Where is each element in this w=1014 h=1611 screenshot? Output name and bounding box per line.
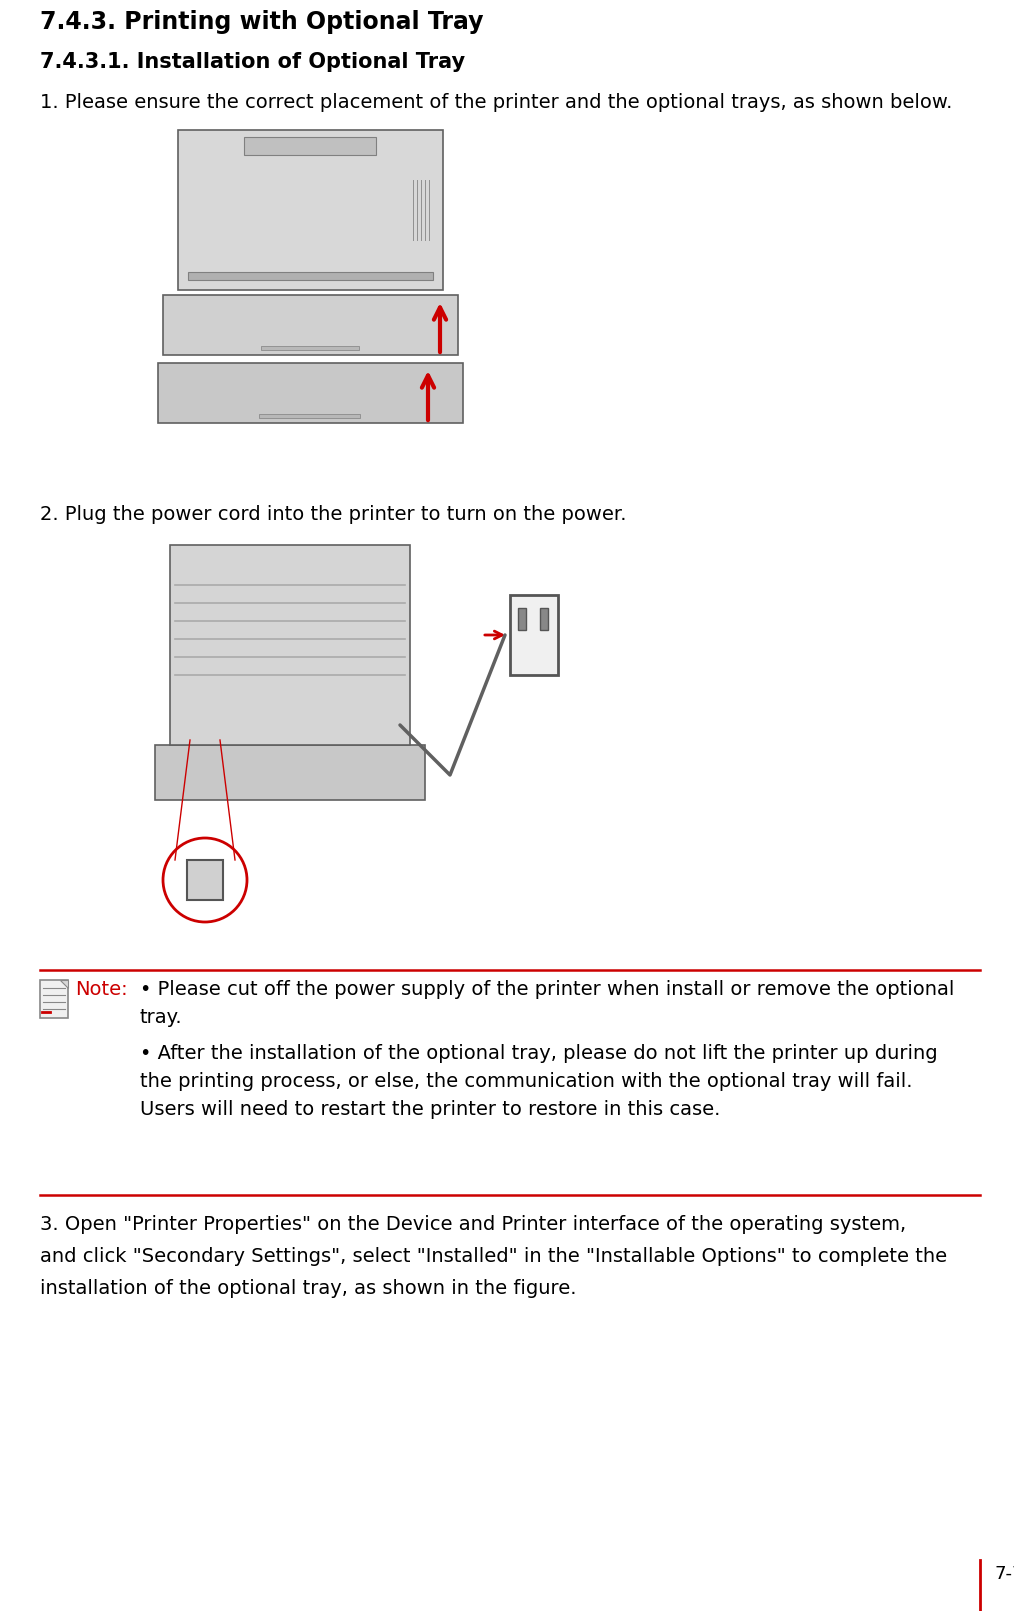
- Text: • Please cut off the power supply of the printer when install or remove the opti: • Please cut off the power supply of the…: [140, 979, 954, 999]
- Bar: [178, 130, 443, 290]
- Bar: [40, 979, 68, 1018]
- Bar: [188, 272, 433, 280]
- Bar: [170, 545, 410, 744]
- Text: • After the installation of the optional tray, please do not lift the printer up: • After the installation of the optional…: [140, 1044, 938, 1063]
- Bar: [259, 414, 360, 417]
- Bar: [510, 594, 558, 675]
- Bar: [187, 860, 223, 901]
- Text: Note:: Note:: [75, 979, 128, 999]
- Bar: [40, 119, 980, 480]
- Bar: [155, 744, 425, 801]
- Text: 7-7: 7-7: [995, 1564, 1014, 1584]
- Bar: [158, 362, 463, 424]
- Text: 7.4.3.1. Installation of Optional Tray: 7.4.3.1. Installation of Optional Tray: [40, 52, 465, 72]
- Text: 1. Please ensure the correct placement of the printer and the optional trays, as: 1. Please ensure the correct placement o…: [40, 93, 952, 113]
- Text: Users will need to restart the printer to restore in this case.: Users will need to restart the printer t…: [140, 1100, 720, 1120]
- Bar: [244, 137, 376, 155]
- Polygon shape: [60, 979, 68, 988]
- Text: tray.: tray.: [140, 1008, 183, 1026]
- Text: and click "Secondary Settings", select "Installed" in the "Installable Options" : and click "Secondary Settings", select "…: [40, 1247, 947, 1266]
- Bar: [163, 295, 458, 354]
- Bar: [540, 607, 548, 630]
- Text: 2. Plug the power cord into the printer to turn on the power.: 2. Plug the power cord into the printer …: [40, 504, 627, 524]
- Bar: [518, 607, 526, 630]
- Text: 3. Open "Printer Properties" on the Device and Printer interface of the operatin: 3. Open "Printer Properties" on the Devi…: [40, 1215, 907, 1234]
- Bar: [261, 346, 359, 350]
- Text: installation of the optional tray, as shown in the figure.: installation of the optional tray, as sh…: [40, 1279, 577, 1298]
- Text: the printing process, or else, the communication with the optional tray will fai: the printing process, or else, the commu…: [140, 1071, 913, 1091]
- Text: 7.4.3. Printing with Optional Tray: 7.4.3. Printing with Optional Tray: [40, 10, 484, 34]
